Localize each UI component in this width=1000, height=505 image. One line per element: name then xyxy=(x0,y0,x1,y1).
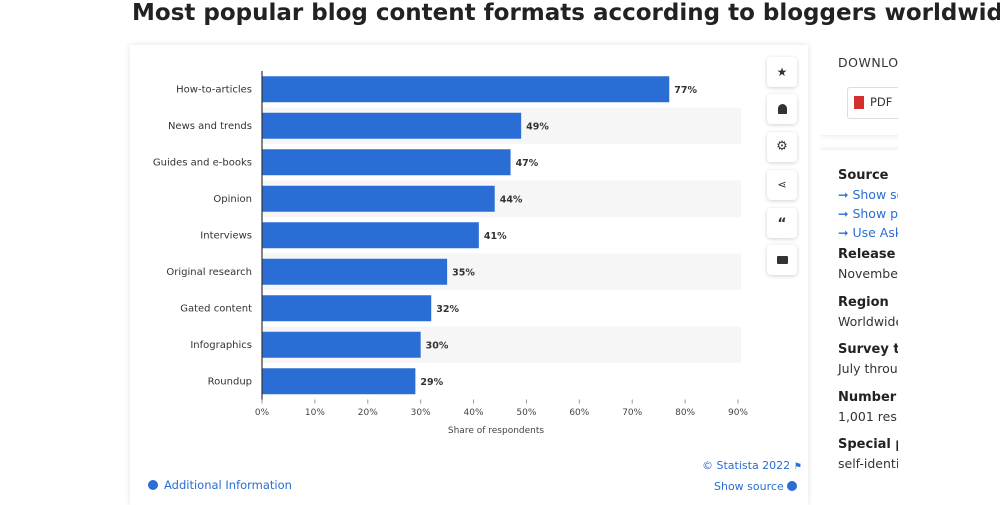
info-title: Region xyxy=(838,294,889,310)
bar xyxy=(262,368,416,395)
value-label: 29% xyxy=(420,377,443,388)
bar xyxy=(262,258,448,285)
x-tick-label: 50% xyxy=(516,408,536,418)
value-label: 32% xyxy=(436,304,459,315)
y-tick-label: Interviews xyxy=(200,230,252,241)
cite-button[interactable]: “ xyxy=(767,208,797,238)
y-tick-label: Roundup xyxy=(208,376,252,387)
x-tick-label: 30% xyxy=(411,408,431,418)
info-title: Survey ti xyxy=(838,342,898,357)
show-source[interactable]: Show source xyxy=(714,480,798,493)
credit[interactable]: © Statista 2022 ⚑ xyxy=(702,459,802,472)
bar xyxy=(262,185,495,212)
y-tick-label: Infographics xyxy=(190,340,252,351)
x-tick-label: 70% xyxy=(622,408,642,418)
info-icon xyxy=(787,481,798,491)
x-tick-label: 0% xyxy=(255,408,270,418)
print-button[interactable] xyxy=(767,245,797,275)
print-icon xyxy=(776,256,788,264)
y-tick-label: Guides and e-books xyxy=(153,157,252,168)
pdf-icon xyxy=(854,96,864,109)
source-link-text[interactable]: Use Ask xyxy=(852,225,898,240)
credit-text[interactable]: © Statista 2022 xyxy=(702,459,791,472)
info-text: July throug xyxy=(838,361,898,376)
info-text: 1,001 respo xyxy=(838,408,898,424)
bar xyxy=(262,149,511,176)
info-text: self-identifi xyxy=(838,456,898,471)
x-axis-title: Share of respondents xyxy=(448,426,545,436)
gear-icon: ⚙ xyxy=(776,139,788,154)
y-tick-label: How-to-articles xyxy=(176,84,252,95)
source-title: Source xyxy=(838,168,889,183)
settings-button[interactable]: ⚙ xyxy=(767,132,797,162)
info-text: November xyxy=(838,266,898,281)
value-label: 35% xyxy=(452,267,475,278)
info-card: Source ➞ Show so ➞ Show pu ➞ Use Ask Rel… xyxy=(820,150,898,499)
x-tick-label: 60% xyxy=(569,408,589,418)
info-title: Release d xyxy=(838,247,898,262)
info-title: Special pr xyxy=(838,437,898,452)
info-icon xyxy=(148,480,158,490)
share-icon: ⋖ xyxy=(777,178,787,191)
x-tick-label: 10% xyxy=(305,408,325,418)
download-title: DOWNLOA xyxy=(838,55,898,70)
value-label: 30% xyxy=(426,340,449,351)
source-link[interactable]: ➞ Show pu xyxy=(838,206,898,221)
source-link[interactable]: ➞ Show so xyxy=(838,187,898,202)
y-tick-label: Gated content xyxy=(180,303,252,314)
value-label: 77% xyxy=(674,85,697,96)
info-text: Worldwide, xyxy=(838,313,898,329)
y-tick-label: Opinion xyxy=(213,194,252,205)
x-tick-label: 90% xyxy=(728,408,748,418)
notify-button[interactable] xyxy=(767,94,797,124)
x-tick-label: 80% xyxy=(675,408,695,418)
bar xyxy=(262,76,670,103)
chart-card: 0% 10% 20% 30% 40% 50% 60% 70% 80% 90% Share of re… xyxy=(130,45,808,505)
favorite-button[interactable]: ★ xyxy=(767,57,797,87)
info-title: Number c xyxy=(838,389,898,405)
additional-info-text[interactable]: Additional Information xyxy=(164,478,292,492)
value-label: 44% xyxy=(500,194,523,205)
value-label: 41% xyxy=(484,231,507,242)
quote-icon: “ xyxy=(777,216,787,232)
flag-icon: ⚑ xyxy=(793,462,802,472)
bell-icon xyxy=(777,104,787,114)
x-tick-label: 20% xyxy=(358,408,378,418)
value-label: 49% xyxy=(526,121,549,132)
chart: 0% 10% 20% 30% 40% 50% 60% 70% 80% 90% Share of re… xyxy=(153,71,748,436)
star-icon: ★ xyxy=(776,65,788,79)
source-link-text[interactable]: Show pu xyxy=(852,206,898,221)
bar xyxy=(262,331,421,358)
bar xyxy=(262,112,522,139)
source-link-text[interactable]: Show so xyxy=(852,187,898,202)
additional-info[interactable]: Additional Information xyxy=(148,478,292,492)
x-tick-label: 40% xyxy=(464,408,484,418)
y-tick-label: Original research xyxy=(166,267,252,278)
page-title: Most popular blog content formats accord… xyxy=(132,0,1000,26)
download-card: DOWNLOA PDF xyxy=(820,45,898,135)
value-label: 47% xyxy=(516,158,539,169)
source-link[interactable]: ➞ Use Ask xyxy=(838,225,898,240)
pdf-button[interactable]: PDF xyxy=(847,87,898,119)
sidebar: DOWNLOA PDF Source ➞ Show so ➞ Show pu ➞… xyxy=(820,45,898,499)
bar xyxy=(262,222,479,249)
y-tick-label: News and trends xyxy=(168,121,252,132)
show-source-text[interactable]: Show source xyxy=(714,480,784,493)
pdf-label[interactable]: PDF xyxy=(870,95,893,109)
bar xyxy=(262,295,432,322)
share-button[interactable]: ⋖ xyxy=(767,170,797,200)
